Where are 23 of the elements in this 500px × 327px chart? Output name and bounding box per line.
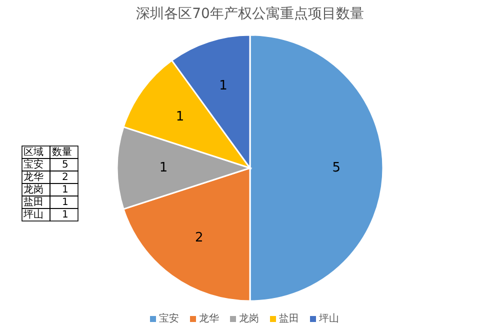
data-label: 1 — [159, 160, 168, 176]
data-label: 1 — [219, 78, 228, 94]
legend-label: 龙华 — [199, 312, 219, 324]
data-label: 1 — [176, 110, 184, 125]
legend-label: 宝安 — [159, 312, 179, 324]
data-label: 1 — [62, 196, 68, 208]
data-label: 2 — [62, 172, 68, 183]
category-label: 龙岗 — [24, 183, 44, 196]
text: 区域 — [24, 146, 44, 158]
category-label: 龙华 — [24, 170, 44, 183]
legend-label: 盐田 — [279, 312, 299, 324]
legend-label: 龙岗 — [239, 312, 259, 324]
category-label: 宝安 — [24, 158, 44, 170]
data-label: 5 — [62, 159, 68, 170]
data-label: 1 — [62, 184, 68, 196]
text: 数量 — [52, 146, 72, 158]
category-label: 坪山 — [22, 208, 44, 220]
data-label: 2 — [195, 230, 204, 246]
chart-title: 深圳各区70年产权公寓重点项目数量 — [136, 6, 364, 22]
legend-label: 坪山 — [318, 312, 339, 324]
category-label: 盐田 — [24, 196, 44, 208]
data-label: 5 — [332, 160, 341, 176]
data-label: 1 — [62, 209, 68, 220]
